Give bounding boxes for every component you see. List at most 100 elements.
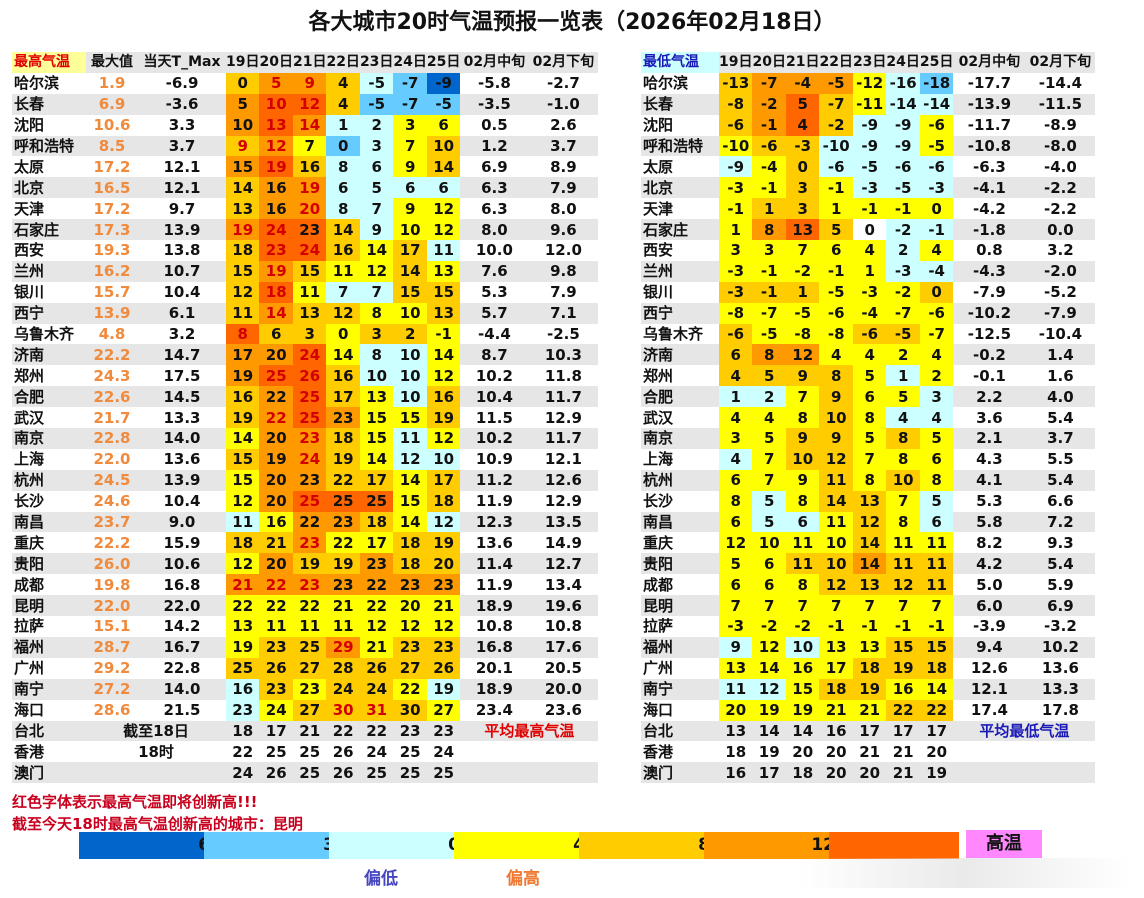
table-row: 长春 -8 -2 5 -7 -11 -14 -14 -13.9 -11.5 [641,93,1096,115]
forecast-cell: 19 [226,219,260,241]
table-row: 昆明 7 7 7 7 7 7 7 6.0 6.9 [641,595,1096,617]
today-tmax-value: 10.6 [138,553,226,575]
forecast-cell: -5 [886,323,920,345]
forecast-cell: 4 [752,407,786,429]
forecast-cell: 23 [326,407,360,429]
forecast-cell: -8 [719,302,753,324]
table-row: 合肥 22.6 14.5 16 22 25 17 13 10 16 10.4 11.7 [12,386,599,408]
forecast-cell: 23 [426,636,461,658]
mid-month-avg: 8.2 [953,532,1026,554]
forecast-cell: -1 [886,198,920,220]
table-row: 兰州 -3 -1 -2 -1 1 -3 -4 -4.3 -2.0 [641,260,1096,282]
forecast-cell: 23 [292,574,327,596]
forecast-cell: 23 [359,553,394,575]
city-name: 沈阳 [641,114,719,136]
forecast-cell: 11 [919,553,954,575]
record-max-value: 23.7 [86,511,138,533]
forecast-cell: 14 [426,156,461,178]
forecast-cell: 4 [819,344,853,366]
forecast-cell: 21 [886,762,920,784]
forecast-cell: 12 [752,636,786,658]
forecast-cell: -3 [919,177,954,199]
forecast-cell: 11 [819,469,853,491]
table-row: 乌鲁木齐 -6 -5 -8 -8 -6 -5 -7 -12.5 -10.4 [641,323,1096,345]
column-header: 23日 [359,52,394,73]
forecast-cell: 25 [292,407,327,429]
forecast-cell: -5 [819,281,853,303]
record-max-value: 1.9 [86,72,138,94]
forecast-cell: 20 [292,198,327,220]
forecast-cell: 9 [393,198,427,220]
today-tmax-value: 17.5 [138,365,226,387]
table-row: 天津 17.2 9.7 13 16 20 8 7 9 12 6.3 8.0 [12,198,599,220]
table-row: 上海 22.0 13.6 15 19 24 19 14 12 10 10.9 12.1 [12,448,599,470]
late-month-avg: 11.7 [528,428,599,449]
mid-month-avg: 6.3 [460,198,529,220]
record-max-value: 24.6 [86,490,138,512]
forecast-cell: 13 [852,490,887,512]
late-month-avg: -5.2 [1025,281,1096,303]
forecast-cell: 19 [426,678,461,700]
table-row: 乌鲁木齐 4.8 3.2 8 6 3 0 3 2 -1 -4.4 -2.5 [12,323,599,345]
record-max-value: 22.0 [86,595,138,617]
forecast-cell: 25 [292,386,327,408]
forecast-cell: 14 [785,720,820,742]
forecast-cell: -1 [886,616,920,637]
forecast-cell: 14 [393,511,427,533]
late-month-avg: 3.7 [528,135,599,157]
forecast-cell: 15 [393,490,427,512]
forecast-cell: 25 [359,490,394,512]
forecast-cell: 16 [326,240,360,261]
table-row: 杭州 6 7 9 11 8 10 8 4.1 5.4 [641,469,1096,491]
forecast-cell: -18 [919,72,954,94]
forecast-cell: 6 [919,511,954,533]
forecast-cell: -14 [886,93,920,115]
late-month-avg: -2.2 [1025,177,1096,199]
forecast-cell: 25 [326,490,360,512]
record-max-value: 24.3 [86,365,138,387]
forecast-cell: 20 [393,595,427,617]
city-name: 长春 [641,93,719,115]
avg-max-label: 平均最高气温 [460,720,599,742]
city-name: 澳门 [641,762,719,784]
forecast-cell: 3 [719,240,753,261]
today-tmax-value: 3.3 [138,114,226,136]
forecast-cell: -6 [819,302,853,324]
forecast-cell: 15 [359,407,394,429]
forecast-cell: 1 [852,260,887,282]
record-max-value: 19.3 [86,240,138,261]
late-month-avg: 14.9 [528,532,599,554]
forecast-cell: 6 [752,574,786,596]
forecast-cell: 0 [326,135,360,157]
forecast-cell: 5 [852,428,887,449]
table-row: 太原 17.2 12.1 15 19 16 8 6 9 14 6.9 8.9 [12,156,599,178]
forecast-cell: 23 [426,574,461,596]
forecast-cell: 8 [886,448,920,470]
forecast-cell: 14 [752,657,786,679]
forecast-cell: 7 [785,240,820,261]
forecast-cell: 25 [292,490,327,512]
forecast-cell: 19 [785,699,820,721]
forecast-cell: 13 [785,219,820,241]
late-month-avg: 11.8 [528,365,599,387]
forecast-cell: 10 [393,365,427,387]
mid-month-avg: 10.2 [460,365,529,387]
forecast-cell: 19 [852,678,887,700]
forecast-cell: -1 [752,260,786,282]
forecast-cell: 27 [292,657,327,679]
forecast-cell: -7 [752,72,786,94]
forecast-cell: 16 [785,657,820,679]
late-month-avg: 5.4 [1025,553,1096,575]
forecast-cell: 23 [326,574,360,596]
today-tmax-value: 3.7 [138,135,226,157]
forecast-cell: 5 [752,511,786,533]
table-row: 哈尔滨 -13 -7 -4 -5 -12 -16 -18 -17.7 -14.4 [641,72,1096,94]
record-max-value: 26.0 [86,553,138,575]
scale-segment: 0 [329,832,460,859]
forecast-cell: 15 [393,407,427,429]
header-row: 最低气温 19日 20日 21日 22日 23日 24日 25日 02月中旬 02月下旬 [641,52,1096,73]
forecast-cell: -7 [752,302,786,324]
late-month-avg: 20.0 [528,678,599,700]
forecast-cell: 10 [819,553,853,575]
forecast-cell: 19 [259,260,293,282]
